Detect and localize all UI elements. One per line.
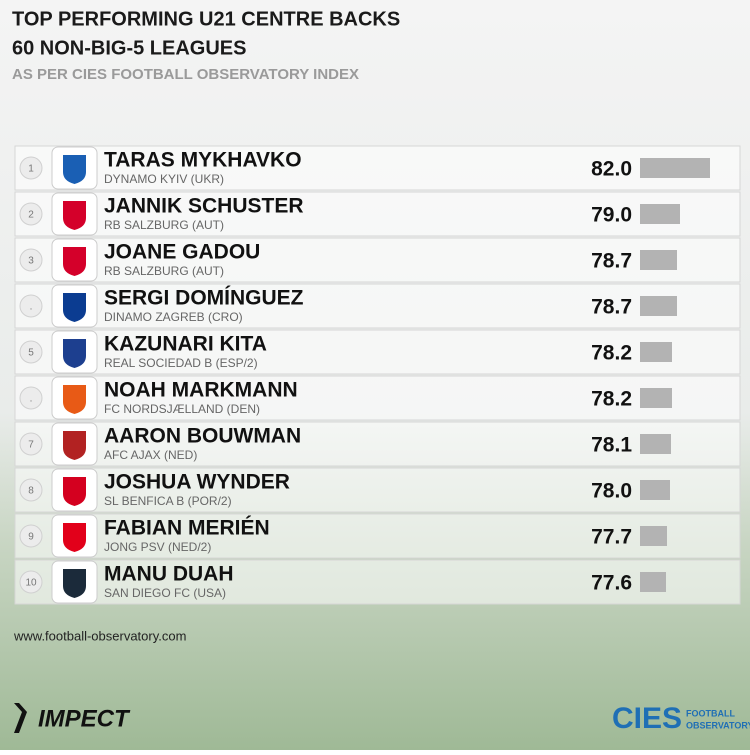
row-bg xyxy=(14,329,741,375)
club-logo xyxy=(63,155,86,184)
club-name: DYNAMO KYIV (UKR) xyxy=(104,172,224,186)
player-name: JANNIK SCHUSTER xyxy=(104,195,304,218)
club-name: RB SALZBURG (AUT) xyxy=(104,218,224,232)
bar xyxy=(640,388,672,408)
club-logo xyxy=(63,569,86,598)
player-name: NOAH MARKMANN xyxy=(104,379,298,402)
rank: 2 xyxy=(28,210,34,221)
player-name: KAZUNARI KITA xyxy=(104,333,267,356)
club-logo xyxy=(63,247,86,276)
value-label: 78.7 xyxy=(591,250,632,273)
club-name: SL BENFICA B (POR/2) xyxy=(104,494,232,508)
bar xyxy=(640,342,672,362)
row-bg xyxy=(14,145,741,191)
player-name: SERGI DOMÍNGUEZ xyxy=(104,287,304,310)
row-bg xyxy=(14,191,741,237)
row-bg xyxy=(14,283,741,329)
rank-badge xyxy=(19,570,43,594)
club-logo xyxy=(63,523,86,552)
bar xyxy=(640,296,677,316)
player-name: JOANE GADOU xyxy=(104,241,260,264)
club-name: FC NORDSJÆLLAND (DEN) xyxy=(104,402,260,416)
rank-badge xyxy=(19,386,43,410)
player-name: TARAS MYKHAVKO xyxy=(104,149,302,172)
row-bg xyxy=(14,421,741,467)
rank-badge xyxy=(19,432,43,456)
player-name: MANU DUAH xyxy=(104,563,234,586)
row-bg xyxy=(14,237,741,283)
value-label: 77.7 xyxy=(591,526,632,549)
value-label: 78.2 xyxy=(591,342,632,365)
cies-logo: CIES xyxy=(612,702,682,735)
rank: 3 xyxy=(28,256,34,267)
rank-badge xyxy=(19,202,43,226)
bar xyxy=(640,480,670,500)
value-label: 82.0 xyxy=(591,158,632,181)
row-bg xyxy=(14,375,741,421)
row-bg xyxy=(14,467,741,513)
rank: 1 xyxy=(28,164,34,175)
rank: 10 xyxy=(25,578,37,589)
club-logo xyxy=(63,201,86,230)
rank: . xyxy=(30,394,33,405)
club-logo xyxy=(63,339,86,368)
value-label: 78.0 xyxy=(591,480,632,503)
club-name: RB SALZBURG (AUT) xyxy=(104,264,224,278)
club-name: REAL SOCIEDAD B (ESP/2) xyxy=(104,356,258,370)
player-name: FABIAN MERIÉN xyxy=(104,517,270,540)
rank-badge xyxy=(19,478,43,502)
player-name: JOSHUA WYNDER xyxy=(104,471,290,494)
value-label: 78.1 xyxy=(591,434,632,457)
rank-badge xyxy=(19,294,43,318)
value-label: 77.6 xyxy=(591,572,632,595)
chart-subtitle: 60 NON-BIG-5 LEAGUES xyxy=(12,37,246,59)
cies-sub: OBSERVATORY xyxy=(686,720,750,730)
club-name: AFC AJAX (NED) xyxy=(104,448,197,462)
value-label: 78.7 xyxy=(591,296,632,319)
club-logo xyxy=(63,385,86,414)
rank-badge xyxy=(19,340,43,364)
rank: 9 xyxy=(28,532,34,543)
player-name: AARON BOUWMAN xyxy=(104,425,301,448)
chart-note: AS PER CIES FOOTBALL OBSERVATORY INDEX xyxy=(12,66,359,83)
rank: 7 xyxy=(28,440,34,451)
club-name: SAN DIEGO FC (USA) xyxy=(104,586,226,600)
source: www.football-observatory.com xyxy=(13,628,186,643)
rank: 8 xyxy=(28,486,34,497)
rank-badge xyxy=(19,248,43,272)
club-name: JONG PSV (NED/2) xyxy=(104,540,211,554)
bar xyxy=(640,572,666,592)
value-label: 79.0 xyxy=(591,204,632,227)
value-label: 78.2 xyxy=(591,388,632,411)
rank-badge xyxy=(19,524,43,548)
club-logo xyxy=(63,431,86,460)
bar xyxy=(640,250,677,270)
impect-logo: IMPECT xyxy=(38,705,131,732)
club-logo xyxy=(63,477,86,506)
rank-badge xyxy=(19,156,43,180)
club-name: DINAMO ZAGREB (CRO) xyxy=(104,310,243,324)
impect-icon xyxy=(14,703,27,733)
bar xyxy=(640,158,710,178)
rank: 5 xyxy=(28,348,34,359)
row-bg xyxy=(14,513,741,559)
rank: . xyxy=(30,302,33,313)
bar xyxy=(640,204,680,224)
bar xyxy=(640,526,667,546)
club-logo xyxy=(63,293,86,322)
row-bg xyxy=(14,559,741,605)
cies-sub: FOOTBALL xyxy=(686,708,735,718)
chart-title: TOP PERFORMING U21 CENTRE BACKS xyxy=(12,8,400,30)
bar xyxy=(640,434,671,454)
